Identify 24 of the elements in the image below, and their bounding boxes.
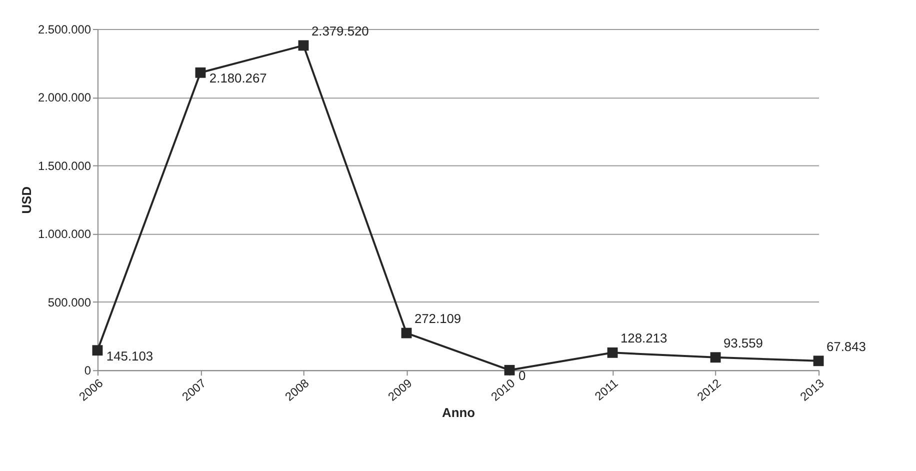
y-tick-label: 1.000.000 <box>38 227 92 242</box>
point <box>607 347 618 358</box>
y-tick-label: 500.000 <box>48 295 92 310</box>
point <box>92 345 103 356</box>
point <box>710 352 721 363</box>
y-tick-label: 2.000.000 <box>38 90 92 105</box>
y-tick-label: 2.500.000 <box>38 22 92 36</box>
point <box>298 40 309 51</box>
y-tick-label: 1.500.000 <box>38 158 92 173</box>
point <box>504 364 515 376</box>
point <box>813 356 824 366</box>
y-axis-title: USD <box>18 186 34 214</box>
data-label: 272.109 <box>414 311 462 326</box>
data-label: 145.103 <box>106 348 154 364</box>
data-label: 67.843 <box>826 338 866 354</box>
point <box>401 328 412 338</box>
data-label: 128.213 <box>620 330 668 346</box>
data-label: 0 <box>518 368 526 384</box>
x-axis-title: Anno <box>442 404 476 420</box>
data-label: 2.379.520 <box>311 24 369 39</box>
data-label: 2.180.267 <box>209 70 267 86</box>
point <box>195 67 206 78</box>
y-tick-label: 0 <box>84 364 92 378</box>
data-label: 93.559 <box>723 335 763 350</box>
